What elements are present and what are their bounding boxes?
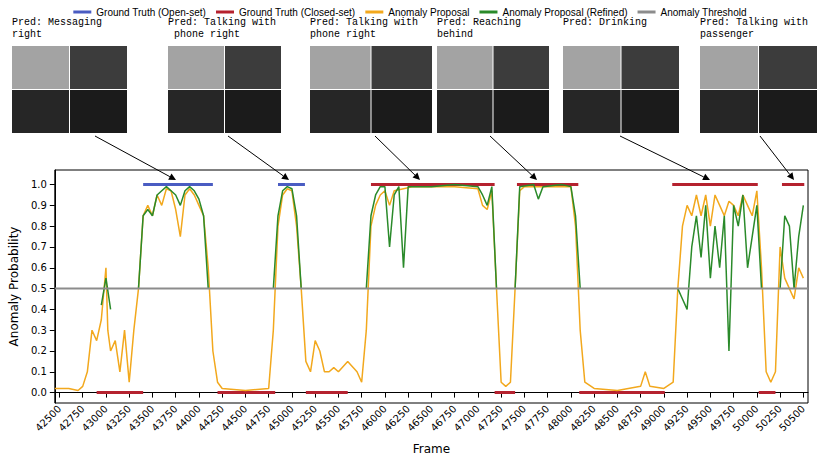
- svg-text:0.3: 0.3: [31, 325, 47, 336]
- svg-text:45750: 45750: [335, 403, 366, 434]
- svg-text:48250: 48250: [567, 403, 598, 434]
- svg-text:0.7: 0.7: [31, 241, 47, 252]
- svg-text:47000: 47000: [451, 403, 482, 434]
- svg-text:Anomaly Proposal (Refined): Anomaly Proposal (Refined): [502, 7, 627, 18]
- svg-text:0.4: 0.4: [31, 304, 47, 315]
- svg-text:44750: 44750: [242, 403, 273, 434]
- svg-text:46750: 46750: [428, 403, 459, 434]
- svg-text:42500: 42500: [33, 403, 64, 434]
- svg-text:43750: 43750: [149, 403, 180, 434]
- svg-text:Frame: Frame: [413, 442, 450, 456]
- svg-text:49000: 49000: [637, 403, 668, 434]
- svg-text:Anomaly Threshold: Anomaly Threshold: [661, 7, 747, 18]
- svg-text:0.5: 0.5: [31, 283, 47, 294]
- svg-text:Pred: Reaching: Pred: Reaching: [437, 17, 527, 28]
- svg-text:0.9: 0.9: [31, 200, 47, 211]
- svg-text:48750: 48750: [614, 403, 645, 434]
- svg-text:0.6: 0.6: [31, 262, 47, 273]
- svg-text:Ground Truth (Open-set): Ground Truth (Open-set): [96, 7, 206, 18]
- svg-text:47500: 47500: [498, 403, 529, 434]
- svg-text:50000: 50000: [730, 403, 761, 434]
- svg-text:Pred: Talking with: Pred: Talking with: [310, 17, 424, 28]
- svg-text:47750: 47750: [521, 403, 552, 434]
- svg-text:50250: 50250: [753, 403, 784, 434]
- svg-text:43250: 43250: [102, 403, 134, 434]
- svg-text:48500: 48500: [591, 403, 622, 434]
- svg-text:0.8: 0.8: [31, 221, 47, 232]
- svg-text:44500: 44500: [219, 403, 250, 434]
- svg-text:45500: 45500: [312, 403, 343, 434]
- svg-text:Pred: Drinking: Pred: Drinking: [563, 17, 647, 28]
- svg-text:45250: 45250: [288, 403, 320, 434]
- svg-text:Pred: Messaging: Pred: Messaging: [12, 17, 108, 28]
- svg-text:0.2: 0.2: [31, 345, 47, 356]
- svg-text:right: right: [12, 29, 42, 40]
- svg-text:0.1: 0.1: [31, 366, 47, 377]
- svg-text:43500: 43500: [126, 403, 157, 434]
- svg-text:49750: 49750: [707, 403, 738, 434]
- svg-text:Ground Truth (Closed-set): Ground Truth (Closed-set): [239, 7, 355, 18]
- svg-text:46250: 46250: [381, 403, 412, 434]
- svg-text:45000: 45000: [265, 403, 296, 434]
- svg-text:49250: 49250: [660, 403, 691, 434]
- svg-text:44250: 44250: [195, 403, 227, 434]
- svg-text:48000: 48000: [544, 403, 575, 434]
- svg-text:47250: 47250: [474, 403, 505, 434]
- svg-text:passenger: passenger: [700, 29, 754, 40]
- svg-text:46000: 46000: [358, 403, 389, 434]
- svg-text:43000: 43000: [79, 403, 110, 434]
- svg-text:42750: 42750: [56, 403, 87, 434]
- svg-text:0.0: 0.0: [31, 387, 47, 398]
- svg-text:46500: 46500: [405, 403, 436, 434]
- svg-text:phone right: phone right: [310, 29, 376, 40]
- svg-text:50500: 50500: [777, 403, 807, 433]
- svg-text:Anomaly Proposal: Anomaly Proposal: [388, 7, 469, 18]
- svg-text:phone right: phone right: [168, 29, 240, 40]
- svg-text:behind: behind: [437, 29, 473, 40]
- svg-text:1.0: 1.0: [31, 179, 47, 190]
- svg-text:Pred: Talking with: Pred: Talking with: [168, 17, 276, 28]
- svg-text:49500: 49500: [684, 403, 715, 434]
- svg-text:Anomaly Probability: Anomaly Probability: [7, 227, 21, 347]
- svg-text:Pred: Talking with: Pred: Talking with: [700, 17, 814, 28]
- svg-text:44000: 44000: [172, 403, 203, 434]
